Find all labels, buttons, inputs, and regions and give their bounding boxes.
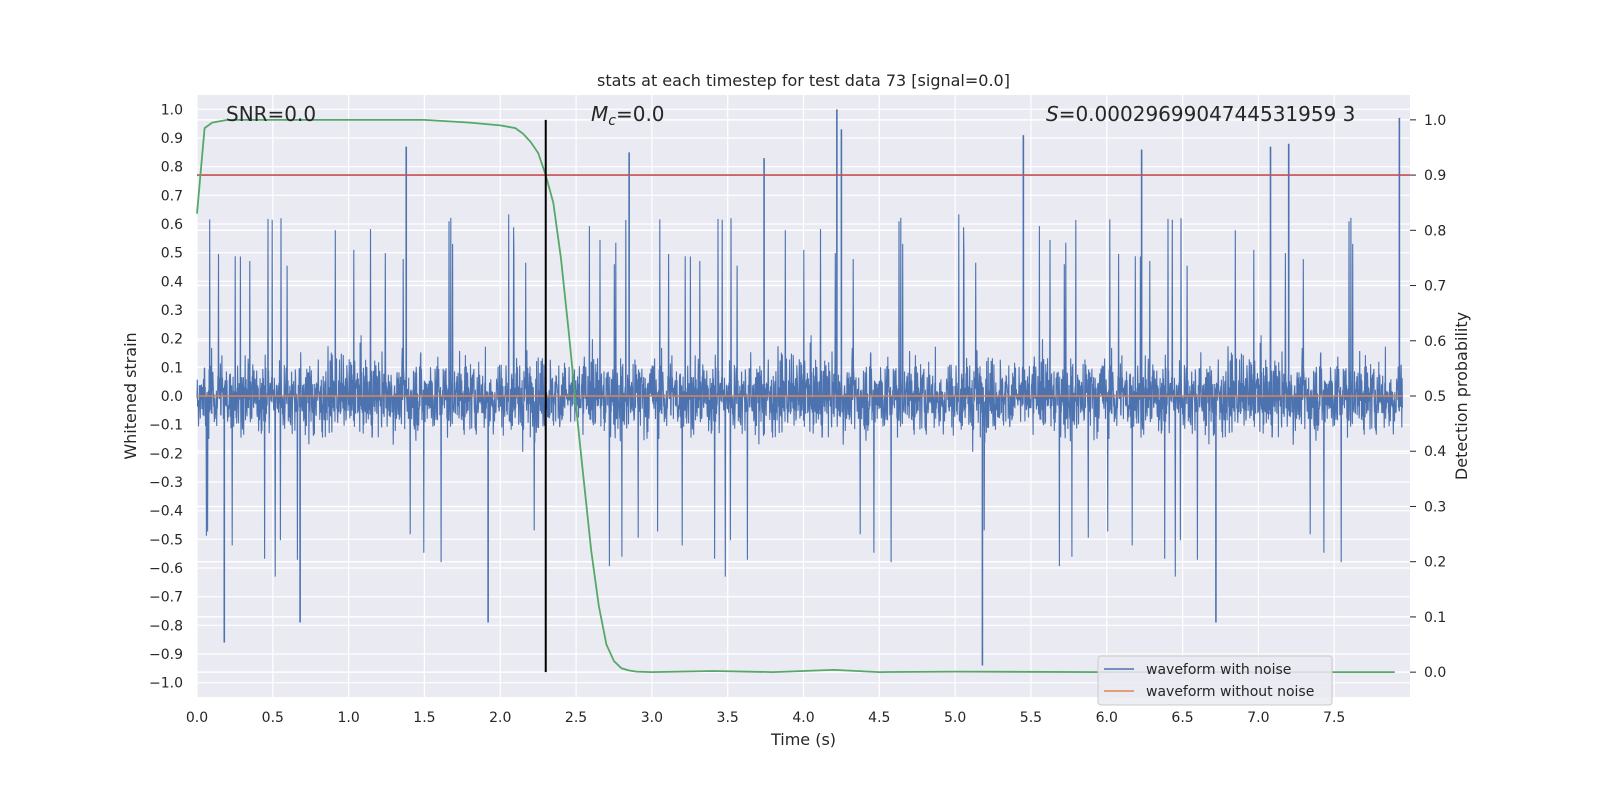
y-tick-label: 0.6 xyxy=(161,217,183,233)
x-axis-label: Time (s) xyxy=(770,730,836,749)
x-tick-label: 2.0 xyxy=(489,710,511,726)
y-axis-label: Whitened strain xyxy=(121,332,140,459)
mc-subscript: c xyxy=(608,113,616,129)
y2-tick-label: 0.2 xyxy=(1424,555,1446,571)
mc-symbol: M xyxy=(591,102,608,126)
y-tick-label: −0.5 xyxy=(149,532,183,548)
y2-tick-label: 0.0 xyxy=(1424,665,1446,681)
y2-tick-label: 0.4 xyxy=(1424,444,1446,460)
series-waveform-with-noise xyxy=(196,109,1403,666)
chart-title: stats at each timestep for test data 73 … xyxy=(597,71,1010,90)
y-tick-label: −0.3 xyxy=(149,475,183,491)
x-tick-label: 5.5 xyxy=(1020,710,1042,726)
noise-trace xyxy=(196,214,1403,577)
x-tick-label: 3.5 xyxy=(717,710,739,726)
x-tick-label: 4.0 xyxy=(792,710,814,726)
y2-axis-ticks: 1.0 0.9 0.8 0.7 0.6 0.5 0.4 0.3 0.2 0.1 0.0 xyxy=(1410,113,1446,681)
y2-tick-label: 0.3 xyxy=(1424,499,1446,515)
y2-tick-label: 0.5 xyxy=(1424,389,1446,405)
y-tick-label: −0.2 xyxy=(149,446,183,462)
y-tick-label: 0.7 xyxy=(161,188,183,204)
x-tick-label: 1.0 xyxy=(337,710,359,726)
x-tick-label: 3.0 xyxy=(641,710,663,726)
y-tick-label: 0.5 xyxy=(161,246,183,262)
y-tick-label: 0.4 xyxy=(161,274,183,290)
legend-label-waveform-without-noise: waveform without noise xyxy=(1146,684,1314,700)
y-tick-label: −0.4 xyxy=(149,504,183,520)
y-tick-label: 0.3 xyxy=(161,303,183,319)
mc-annotation: Mc=0.0 xyxy=(591,102,665,129)
y-tick-label: −0.8 xyxy=(149,618,183,634)
x-tick-label: 0.5 xyxy=(262,710,284,726)
y2-tick-label: 0.7 xyxy=(1424,279,1446,295)
series-detection-probability xyxy=(196,119,1395,674)
x-tick-label: 6.5 xyxy=(1171,710,1193,726)
x-tick-label: 1.5 xyxy=(413,710,435,726)
s-annotation: S=0.0002969904744531959 3 xyxy=(1046,102,1355,126)
x-tick-label: 7.5 xyxy=(1323,710,1345,726)
snr-annotation: SNR=0.0 xyxy=(226,102,316,126)
mc-value: =0.0 xyxy=(616,102,665,126)
y-axis-ticks: 1.0 0.9 0.8 0.7 0.6 0.5 0.4 0.3 0.2 0.1 0.0 −0.1 −0.… xyxy=(149,102,183,691)
x-tick-label: 6.0 xyxy=(1096,710,1118,726)
y2-tick-label: 0.9 xyxy=(1424,168,1446,184)
y2-tick-label: 0.1 xyxy=(1424,610,1446,626)
y2-tick-label: 0.8 xyxy=(1424,223,1446,239)
legend-label-waveform-with-noise: waveform with noise xyxy=(1146,662,1291,678)
x-tick-label: 2.5 xyxy=(565,710,587,726)
s-symbol: S xyxy=(1046,102,1059,126)
y-tick-label: −0.9 xyxy=(149,647,183,663)
x-axis-ticks: 0.0 0.5 1.0 1.5 2.0 2.5 3.0 3.5 4.0 4.5 5.0 5.5 6.0 6… xyxy=(186,710,1345,726)
y-tick-label: 0.8 xyxy=(161,160,183,176)
s-value: =0.0002969904744531959 3 xyxy=(1059,102,1356,126)
y-tick-label: −0.1 xyxy=(149,418,183,434)
x-tick-label: 7.0 xyxy=(1247,710,1269,726)
y-tick-label: 0.1 xyxy=(161,360,183,376)
y-tick-label: −0.7 xyxy=(149,590,183,606)
y-tick-label: 1.0 xyxy=(161,102,183,118)
y-tick-label: 0.0 xyxy=(161,389,183,405)
legend-box xyxy=(1097,655,1333,706)
y-tick-label: 0.9 xyxy=(161,131,183,147)
y2-tick-label: 1.0 xyxy=(1424,113,1446,129)
x-tick-label: 0.0 xyxy=(186,710,208,726)
y2-tick-label: 0.6 xyxy=(1424,334,1446,350)
x-tick-label: 5.0 xyxy=(944,710,966,726)
y2-axis-label: Detection probability xyxy=(1452,312,1471,480)
y-tick-label: 0.2 xyxy=(161,332,183,348)
y-tick-label: −0.6 xyxy=(149,561,183,577)
x-tick-label: 4.5 xyxy=(868,710,890,726)
y-tick-label: −1.0 xyxy=(149,676,183,692)
legend: waveform with noise waveform without noi… xyxy=(1097,655,1333,706)
